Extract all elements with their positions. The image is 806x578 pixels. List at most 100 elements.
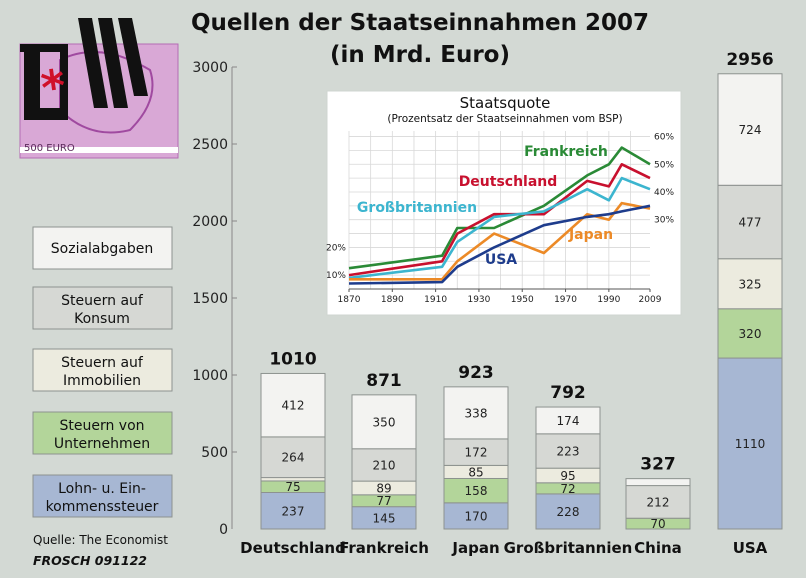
y-tick-label: 0 [219, 522, 228, 538]
data-label: 223 [557, 444, 580, 458]
series-label-deutschland: Deutschland [459, 174, 558, 190]
data-label: 77 [376, 494, 391, 508]
y-tick-label: 500 [201, 445, 228, 461]
data-label: 95 [560, 469, 575, 483]
bar-segment [351, 448, 417, 482]
x-tick-label: Deutschland [240, 539, 346, 557]
inset-y-tick-label: 60% [654, 133, 674, 143]
legend-box [32, 226, 173, 270]
legend-box [32, 286, 173, 330]
legend-box [32, 474, 173, 518]
inset-x-tick-label: 1870 [338, 295, 361, 305]
inset-plot: 1870 1890 1910 1930 1950 1970 1990 2009 10% 20% 30… [326, 131, 674, 305]
bar-total-label: 792 [550, 383, 586, 403]
bar-total-label: 923 [458, 363, 494, 383]
series-line-deutschland [348, 163, 651, 277]
bar-total-label: 327 [640, 455, 676, 475]
data-label: 158 [465, 484, 488, 498]
data-label: 350 [373, 415, 396, 429]
data-label: 85 [468, 465, 483, 479]
x-tick-label: China [634, 539, 682, 557]
y-tick-label: 1000 [192, 368, 228, 384]
data-label: 325 [739, 277, 762, 291]
data-label: 237 [282, 504, 305, 518]
bar-total-label: 2956 [726, 50, 773, 70]
legend-label: Konsum [74, 311, 130, 327]
series-label-japan: Japan [568, 227, 613, 243]
bar-segment [443, 386, 509, 440]
legend-label: Steuern auf [61, 355, 144, 371]
author-signature: FROSCH 091122 [33, 553, 147, 568]
series-label-frankreich: Frankreich [524, 144, 608, 160]
inset-title: Staatsquote [460, 94, 551, 112]
bar-segment [443, 477, 509, 504]
bar-total-label: 1010 [269, 349, 316, 369]
bar-segment [717, 184, 783, 260]
y-tick-label: 1500 [192, 291, 228, 307]
inset-x-tick-label: 1950 [511, 295, 534, 305]
inset-x-tick-label: 1910 [424, 295, 447, 305]
x-tick-label: Großbritannien [504, 539, 633, 557]
bar-segment [717, 308, 783, 359]
data-label: 320 [739, 327, 762, 341]
series-line-frankreich [348, 146, 651, 270]
legend-label: Steuern auf [61, 293, 144, 309]
series-line-grossbritannien [348, 176, 651, 280]
series-label-usa: USA [485, 252, 517, 268]
x-tick-label: USA [733, 539, 768, 557]
bar-segment [535, 406, 601, 435]
data-label: 210 [373, 458, 396, 472]
y-axis-ticks: 0 500 1000 1500 2000 2500 3000 [192, 60, 237, 538]
bar-segment [443, 502, 509, 530]
bar-segment [260, 372, 326, 438]
data-label: 72 [560, 482, 575, 496]
data-label: 172 [465, 446, 488, 460]
legend-box [32, 411, 173, 455]
y-tick-label: 2500 [192, 137, 228, 153]
source-note: Quelle: The Economist [33, 533, 168, 547]
inset-y-tick-label: 30% [654, 216, 674, 226]
y-tick-label: 2000 [192, 214, 228, 230]
legend-box [32, 348, 173, 392]
data-label: 338 [465, 406, 488, 420]
inset-y-tick-label: 20% [326, 243, 346, 253]
data-label: 75 [285, 480, 300, 494]
inset-y-tick-label: 10% [326, 271, 346, 281]
inset-chart: Staatsquote (Prozentsatz der Staatseinna… [326, 90, 682, 316]
inset-subtitle: (Prozentsatz der Staatseinnahmen vom BSP… [387, 113, 622, 125]
x-tick-label: Frankreich [339, 539, 429, 557]
bar-segment [535, 433, 601, 469]
bar-segment [260, 477, 326, 482]
bar-segment [717, 357, 783, 530]
legend-label: kommenssteuer [46, 499, 159, 515]
inset-x-tick-label: 1890 [381, 295, 404, 305]
bar-segment [535, 493, 601, 530]
legend-label: Sozialabgaben [51, 241, 153, 257]
data-label: 1110 [735, 437, 766, 451]
legend-label: Lohn- u. Ein- [58, 481, 146, 497]
legend-label: Steuern von [59, 418, 144, 434]
data-label: 724 [739, 123, 762, 137]
bar-segment [443, 438, 509, 466]
series-line-usa [348, 204, 651, 285]
chart-subtitle: (in Mrd. Euro) [330, 42, 510, 68]
inset-x-tick-label: 1930 [467, 295, 490, 305]
bar-segment [625, 478, 691, 487]
legend-label: Unternehmen [54, 436, 150, 452]
inset-x-tick-label: 1990 [597, 295, 620, 305]
inset-y-tick-label: 50% [654, 160, 674, 170]
data-label: 89 [376, 481, 391, 495]
inset-y-tick-label: 40% [654, 188, 674, 198]
data-label: 264 [282, 451, 305, 465]
data-label: 174 [557, 414, 580, 428]
bar-segment [717, 258, 783, 310]
series-label-grossbritannien: Großbritannien [357, 200, 477, 216]
inset-x-tick-label: 2009 [639, 295, 662, 305]
data-label: 145 [373, 511, 396, 525]
data-label: 212 [647, 495, 670, 509]
inset-x-tick-label: 1970 [554, 295, 577, 305]
data-label: 412 [282, 399, 305, 413]
